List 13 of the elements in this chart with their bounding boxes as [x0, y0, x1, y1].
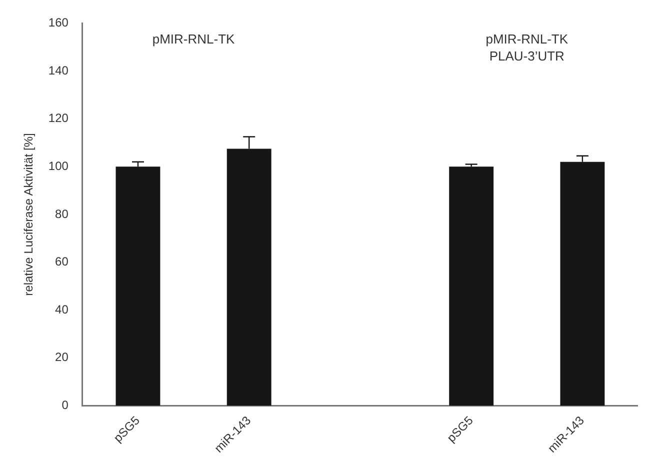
y-axis-title: relative Luciferase Aktivität [%]	[22, 133, 36, 296]
annotation: pMIR-RNL-TK	[152, 31, 236, 46]
y-tick-label: 80	[55, 206, 69, 221]
y-tick-label: 20	[55, 350, 69, 364]
annotation: pMIR-RNL-TK PLAU-3’UTR	[486, 31, 568, 64]
y-tick-label: 0	[62, 398, 69, 412]
bar	[449, 166, 494, 406]
y-tick-label: 120	[48, 111, 69, 126]
y-tick-label: 40	[55, 302, 69, 316]
y-tick-label: 140	[48, 63, 69, 78]
y-tick-label: 100	[48, 158, 69, 173]
y-tick-label: 160	[48, 16, 69, 30]
y-tick-label: 60	[55, 254, 69, 269]
